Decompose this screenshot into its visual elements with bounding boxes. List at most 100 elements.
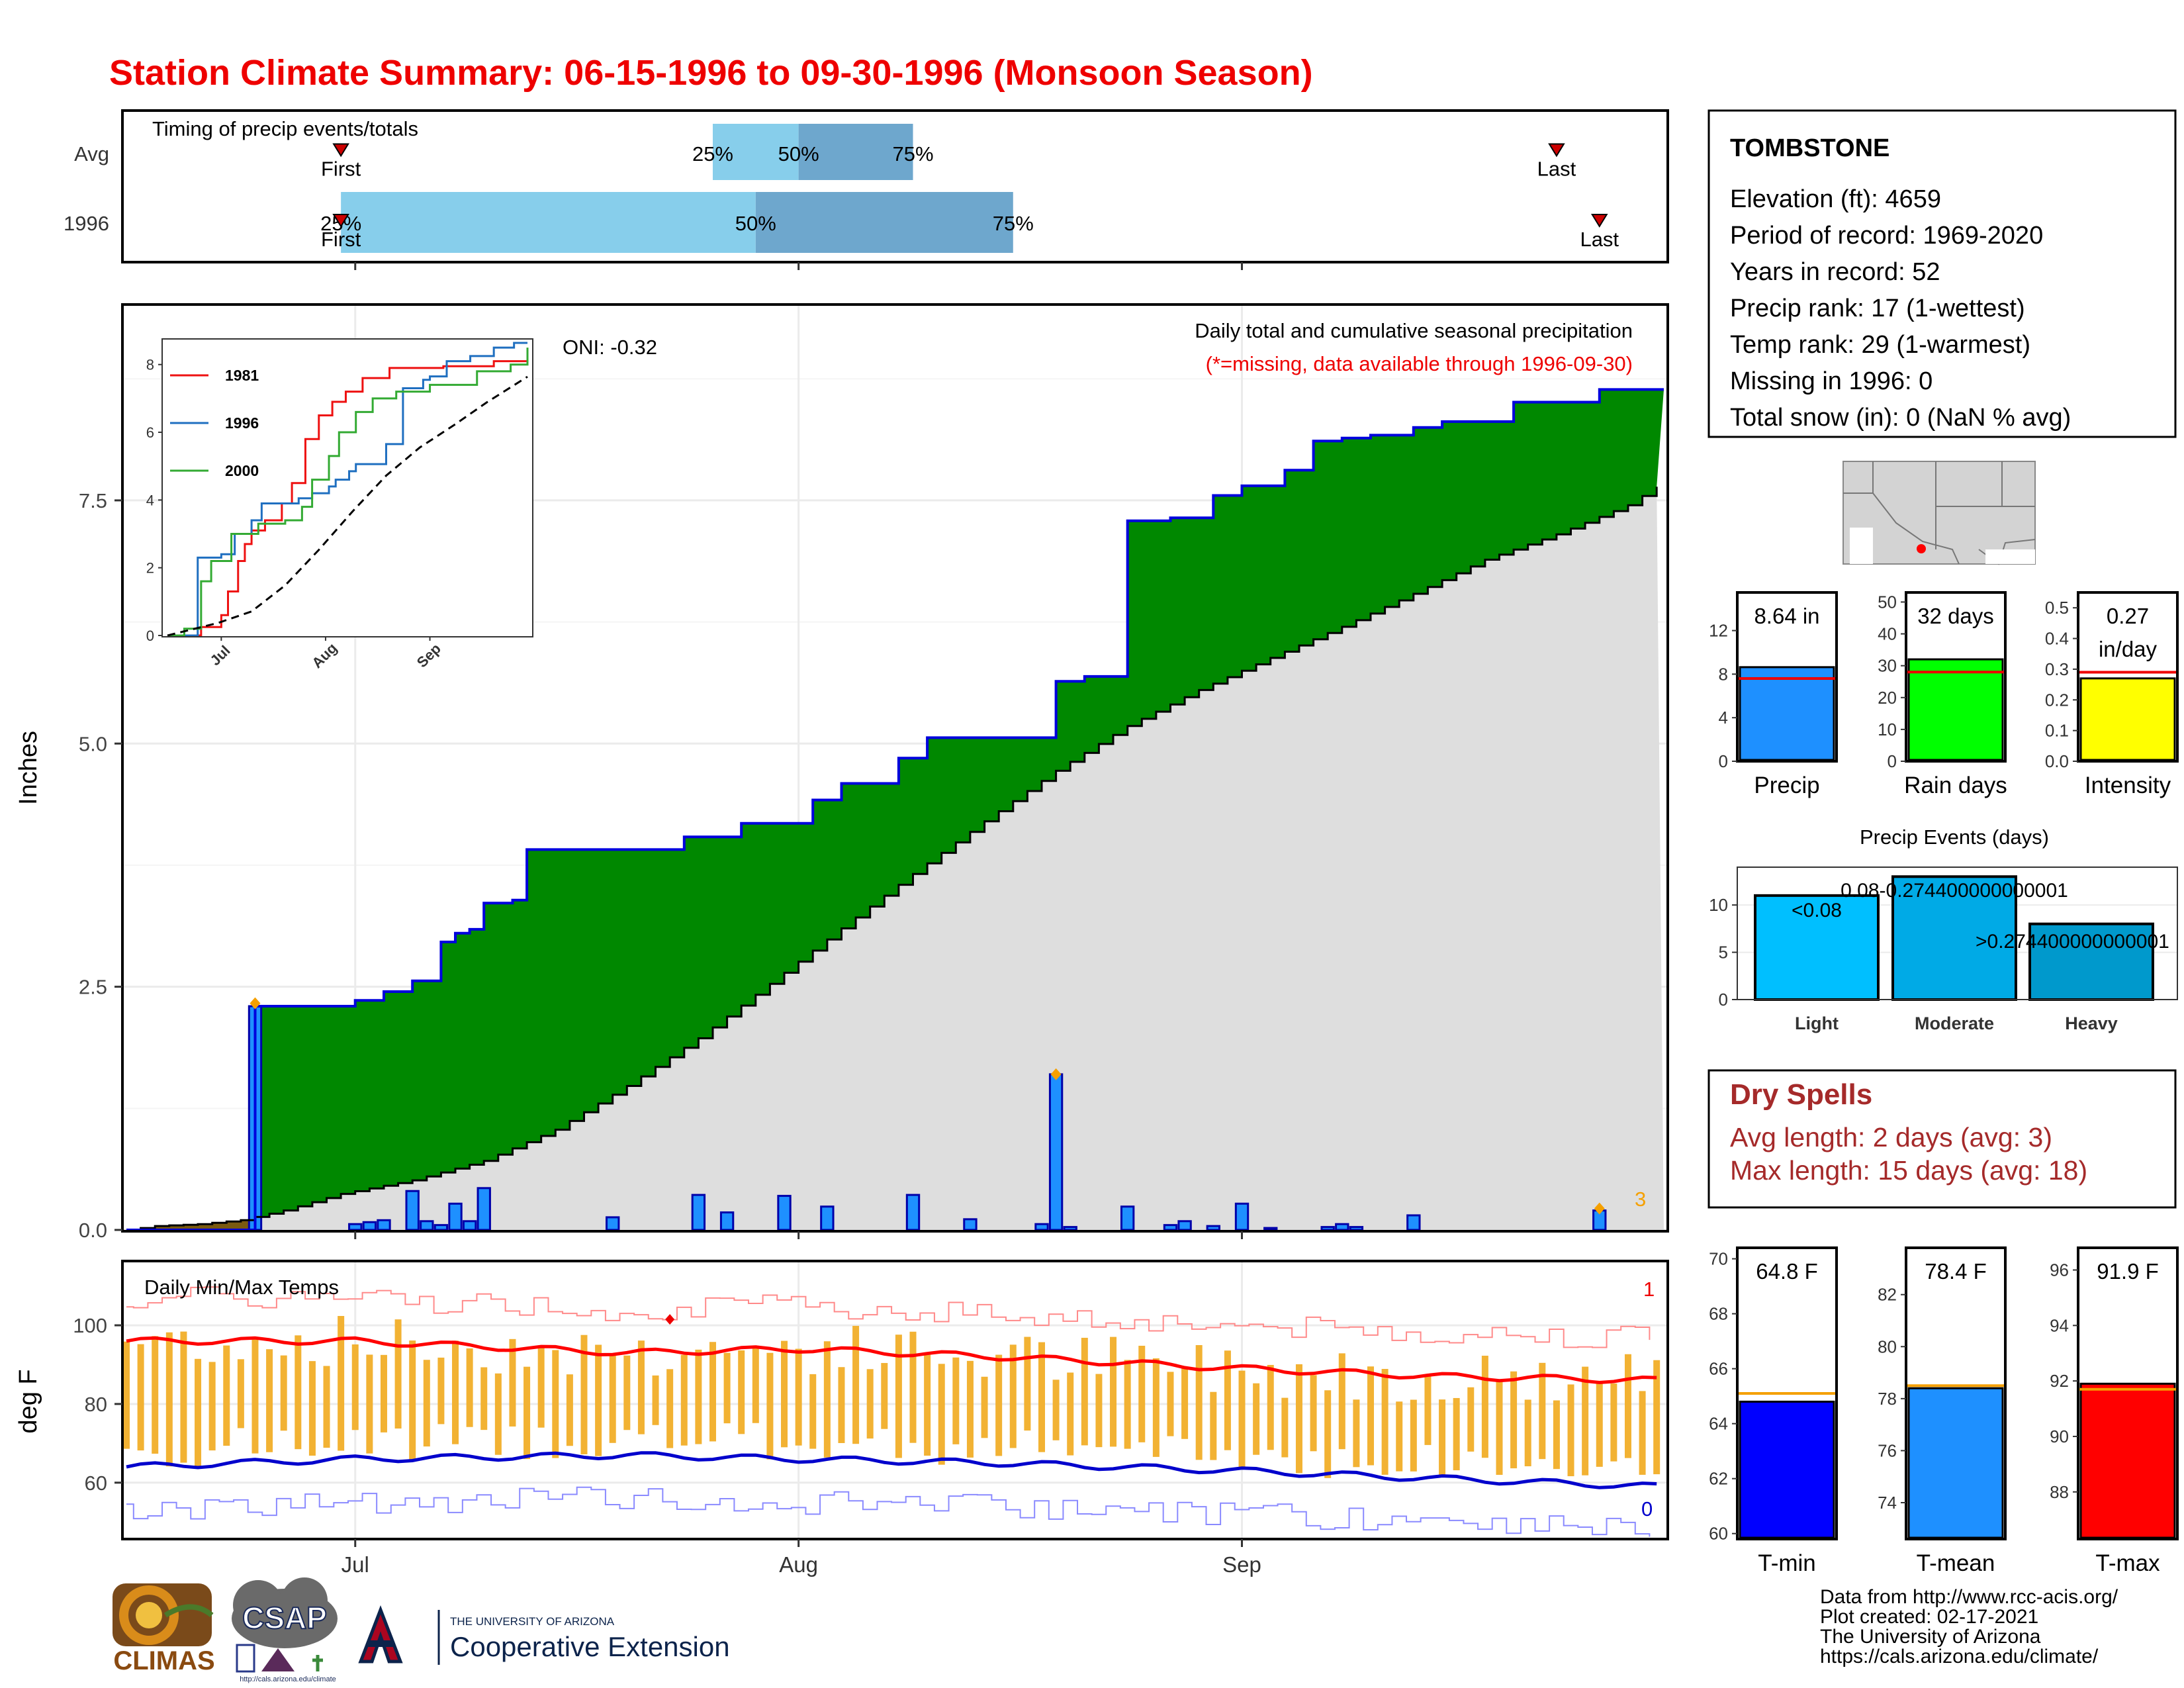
timing-panel: Timing of precip events/totals Avg 1996 … <box>64 109 1669 270</box>
daily-temp-bar <box>366 1354 373 1454</box>
csap-logo-text: CSAP <box>242 1601 327 1635</box>
daily-temp-bar <box>1067 1372 1074 1456</box>
daily-precip-bar <box>1320 1226 1335 1231</box>
events-y-tick-label: 5 <box>1719 943 1728 962</box>
timing-pct-label: 50% <box>778 142 819 165</box>
daily-temp-bar <box>1195 1345 1203 1460</box>
daily-temp-bar <box>152 1336 159 1454</box>
station-elevation: Elevation (ft): 4659 <box>1730 185 1941 213</box>
daily-temp-bar <box>823 1341 831 1458</box>
inset-legend-label: 1981 <box>225 367 259 384</box>
daily-temp-bar <box>1539 1362 1546 1460</box>
missing-marker <box>1594 1202 1605 1215</box>
daily-temp-bar <box>609 1353 616 1443</box>
daily-precip-bar <box>691 1194 706 1231</box>
summary-value-label: 64.8 F <box>1756 1259 1818 1284</box>
daily-temp-bar <box>537 1346 545 1428</box>
cumulative-note: (*=missing, data available through 1996-… <box>1206 352 1633 375</box>
station-name: TOMBSTONE <box>1730 134 1889 162</box>
summary-value-label: 91.9 F <box>2097 1259 2159 1284</box>
temperature-label: Daily Min/Max Temps <box>144 1276 339 1299</box>
summary-y-tick-label: 0.2 <box>2045 690 2069 710</box>
events-value-label: <0.08 <box>1792 900 1842 921</box>
daily-temp-bar <box>966 1360 974 1458</box>
daily-temp-bar <box>1510 1371 1518 1469</box>
timing-pct-label: 75% <box>892 142 933 165</box>
daily-temp-bar <box>752 1347 759 1423</box>
timing-bar-q50-q75 <box>755 192 1013 253</box>
daily-temp-bar <box>1110 1336 1117 1447</box>
cumulative-panel-frame <box>121 303 1669 1233</box>
timing-pct-label: 50% <box>735 212 776 235</box>
inset-x-tick-label: Sep <box>414 640 444 671</box>
daily-precip-bar <box>433 1224 449 1231</box>
daily-precip-bar <box>405 1190 420 1231</box>
daily-temp-bar <box>523 1366 531 1460</box>
timing-bar-q50-q75 <box>798 124 913 180</box>
summary-category-label: Intensity <box>2085 773 2171 798</box>
daily-temp-bar <box>723 1352 731 1424</box>
events-y-tick-label: 10 <box>1709 895 1728 915</box>
daily-temp-bar <box>466 1348 473 1427</box>
daily-precip-bar <box>1177 1220 1192 1231</box>
main-y-tick-label: 2.5 <box>79 976 107 999</box>
summary-bar-t-max <box>2079 1382 2176 1539</box>
daily-temp-bar <box>1624 1354 1631 1458</box>
average-cumulative-area <box>255 487 1664 1230</box>
daily-temp-bar <box>1439 1399 1446 1477</box>
daily-temp-bar <box>1610 1383 1617 1462</box>
temperature-count-lo: 0 <box>1641 1497 1653 1521</box>
daily-temp-bar <box>1009 1344 1017 1448</box>
daily-temp-bar <box>1553 1400 1560 1470</box>
daily-temp-bar <box>423 1360 430 1447</box>
summary-category-label: Precip <box>1754 773 1819 798</box>
daily-temp-bar <box>981 1376 988 1438</box>
x-tick-label: Aug <box>779 1552 818 1577</box>
events-value-label: 0.08-0.274400000000001 <box>1841 880 2068 902</box>
summary-y-tick-label: 92 <box>2050 1371 2069 1391</box>
inset-y-tick-label: 4 <box>146 492 154 508</box>
daily-temp-bar <box>394 1319 402 1429</box>
daily-temp-bar <box>1253 1383 1260 1455</box>
dry-spells-title: Dry Spells <box>1730 1078 1872 1111</box>
daily-temp-bar <box>1338 1353 1345 1450</box>
summary-y-tick-label: 96 <box>2050 1260 2069 1280</box>
inset-series-2000-line <box>167 348 529 637</box>
temperature-count-hi: 1 <box>1643 1278 1655 1301</box>
timing-last-label: Last <box>1580 228 1619 251</box>
summary-bar-rain-days <box>1907 658 2004 761</box>
daily-temp-bar <box>637 1340 645 1434</box>
events-bar-moderate <box>1891 875 2017 1002</box>
daily-temp-bar <box>1496 1379 1503 1476</box>
daily-temp-bar <box>1396 1401 1403 1472</box>
timing-pct-label: 75% <box>993 212 1034 235</box>
daily-precip-bar <box>1406 1214 1421 1231</box>
timing-label: Timing of precip events/totals <box>152 117 418 140</box>
summary-category-label: T-min <box>1758 1550 1816 1576</box>
temperature-panel: 60 80 100 deg F Daily Min/Max Temps 1 0 Ju… <box>15 1260 1669 1577</box>
summary-y-tick-label: 0.4 <box>2045 629 2069 649</box>
daily-temp-bar <box>1424 1374 1432 1445</box>
daily-precip-bar <box>1335 1223 1349 1231</box>
daily-temp-bar <box>1152 1358 1160 1457</box>
inset-legend-label: 2000 <box>225 462 259 479</box>
daily-temp-bar <box>1224 1350 1231 1450</box>
summary-bar-precip <box>1739 666 1835 761</box>
timing-last-marker <box>1590 214 1608 228</box>
daily-temp-bar <box>295 1335 302 1450</box>
summary-value-label: 8.64 in <box>1754 604 1819 628</box>
average-max-line <box>126 1336 1657 1385</box>
daily-precip-bar <box>1263 1227 1278 1231</box>
summary-category-label: T-mean <box>1917 1550 1995 1576</box>
csap-logo: CSAP http://cals.arizona.edu/climate <box>232 1577 338 1683</box>
daily-temp-bar <box>1310 1375 1317 1452</box>
daily-temp-bar <box>1052 1380 1060 1440</box>
daily-temp-bar <box>595 1344 602 1456</box>
daily-temp-bar <box>180 1331 187 1463</box>
events-bar-heavy <box>2028 922 2154 1001</box>
main-y-tick-label: 0.0 <box>79 1219 107 1242</box>
footer-data-source: Data from http://www.rcc-acis.org/ <box>1820 1586 2118 1608</box>
events-category-label: Moderate <box>1915 1013 1994 1033</box>
daily-precip-bar <box>462 1220 477 1231</box>
daily-precip-bar <box>719 1211 735 1231</box>
